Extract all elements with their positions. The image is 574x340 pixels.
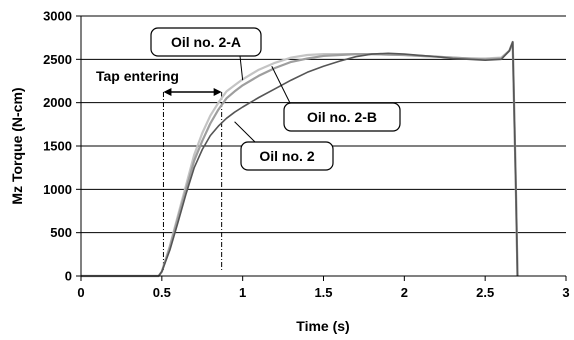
x-tick-label: 3 bbox=[562, 285, 569, 300]
x-tick-label: 0 bbox=[77, 285, 84, 300]
oil-2-callout-label: Oil no. 2 bbox=[259, 148, 314, 164]
y-tick-label: 2000 bbox=[43, 95, 72, 110]
x-axis-title: Time (s) bbox=[296, 318, 349, 334]
oil-2a-callout-box bbox=[150, 27, 262, 57]
y-tick-label: 3000 bbox=[43, 9, 72, 24]
y-tick-label: 2500 bbox=[43, 52, 72, 67]
x-tick-label: 1.5 bbox=[314, 285, 332, 300]
oil-2a-callout-label: Oil no. 2-A bbox=[171, 34, 241, 50]
x-tick-label: 2 bbox=[401, 285, 408, 300]
x-tick-label: 2.5 bbox=[476, 285, 494, 300]
y-tick-label: 1500 bbox=[43, 139, 72, 154]
series-line-1 bbox=[81, 40, 519, 278]
tap-arrow-head-right bbox=[213, 88, 222, 96]
oil-2a-leader bbox=[239, 55, 244, 81]
y-tick-label: 1000 bbox=[43, 182, 72, 197]
axis-layer: 0 500 1000 1500 2000 2500 3000 0 0.5 1 1.5 2 2.5 3 bbox=[43, 9, 570, 301]
tap-arrow-head-left bbox=[163, 88, 172, 96]
oil-2-callout-box bbox=[240, 141, 334, 171]
y-tick-label: 0 bbox=[65, 269, 72, 284]
series-line-2 bbox=[81, 41, 519, 277]
oil-2-leader bbox=[234, 121, 256, 143]
tap-entering-label: Tap entering bbox=[96, 68, 179, 84]
x-tick-label: 1 bbox=[239, 285, 246, 300]
y-tick-label: 500 bbox=[50, 225, 72, 240]
series-layer bbox=[81, 40, 519, 278]
oil-2b-leader bbox=[271, 66, 291, 104]
oil-2b-callout-box bbox=[283, 102, 401, 132]
x-tick-label: 0.5 bbox=[153, 285, 171, 300]
annotation-layer: Oil no. 2-A Oil no. 2-B Oil no. 2 bbox=[150, 27, 401, 171]
tap-entering-markers: Tap entering bbox=[96, 68, 223, 272]
oil-2b-callout-label: Oil no. 2-B bbox=[307, 109, 377, 125]
y-axis-title: Mz Torque (N-cm) bbox=[9, 87, 25, 204]
